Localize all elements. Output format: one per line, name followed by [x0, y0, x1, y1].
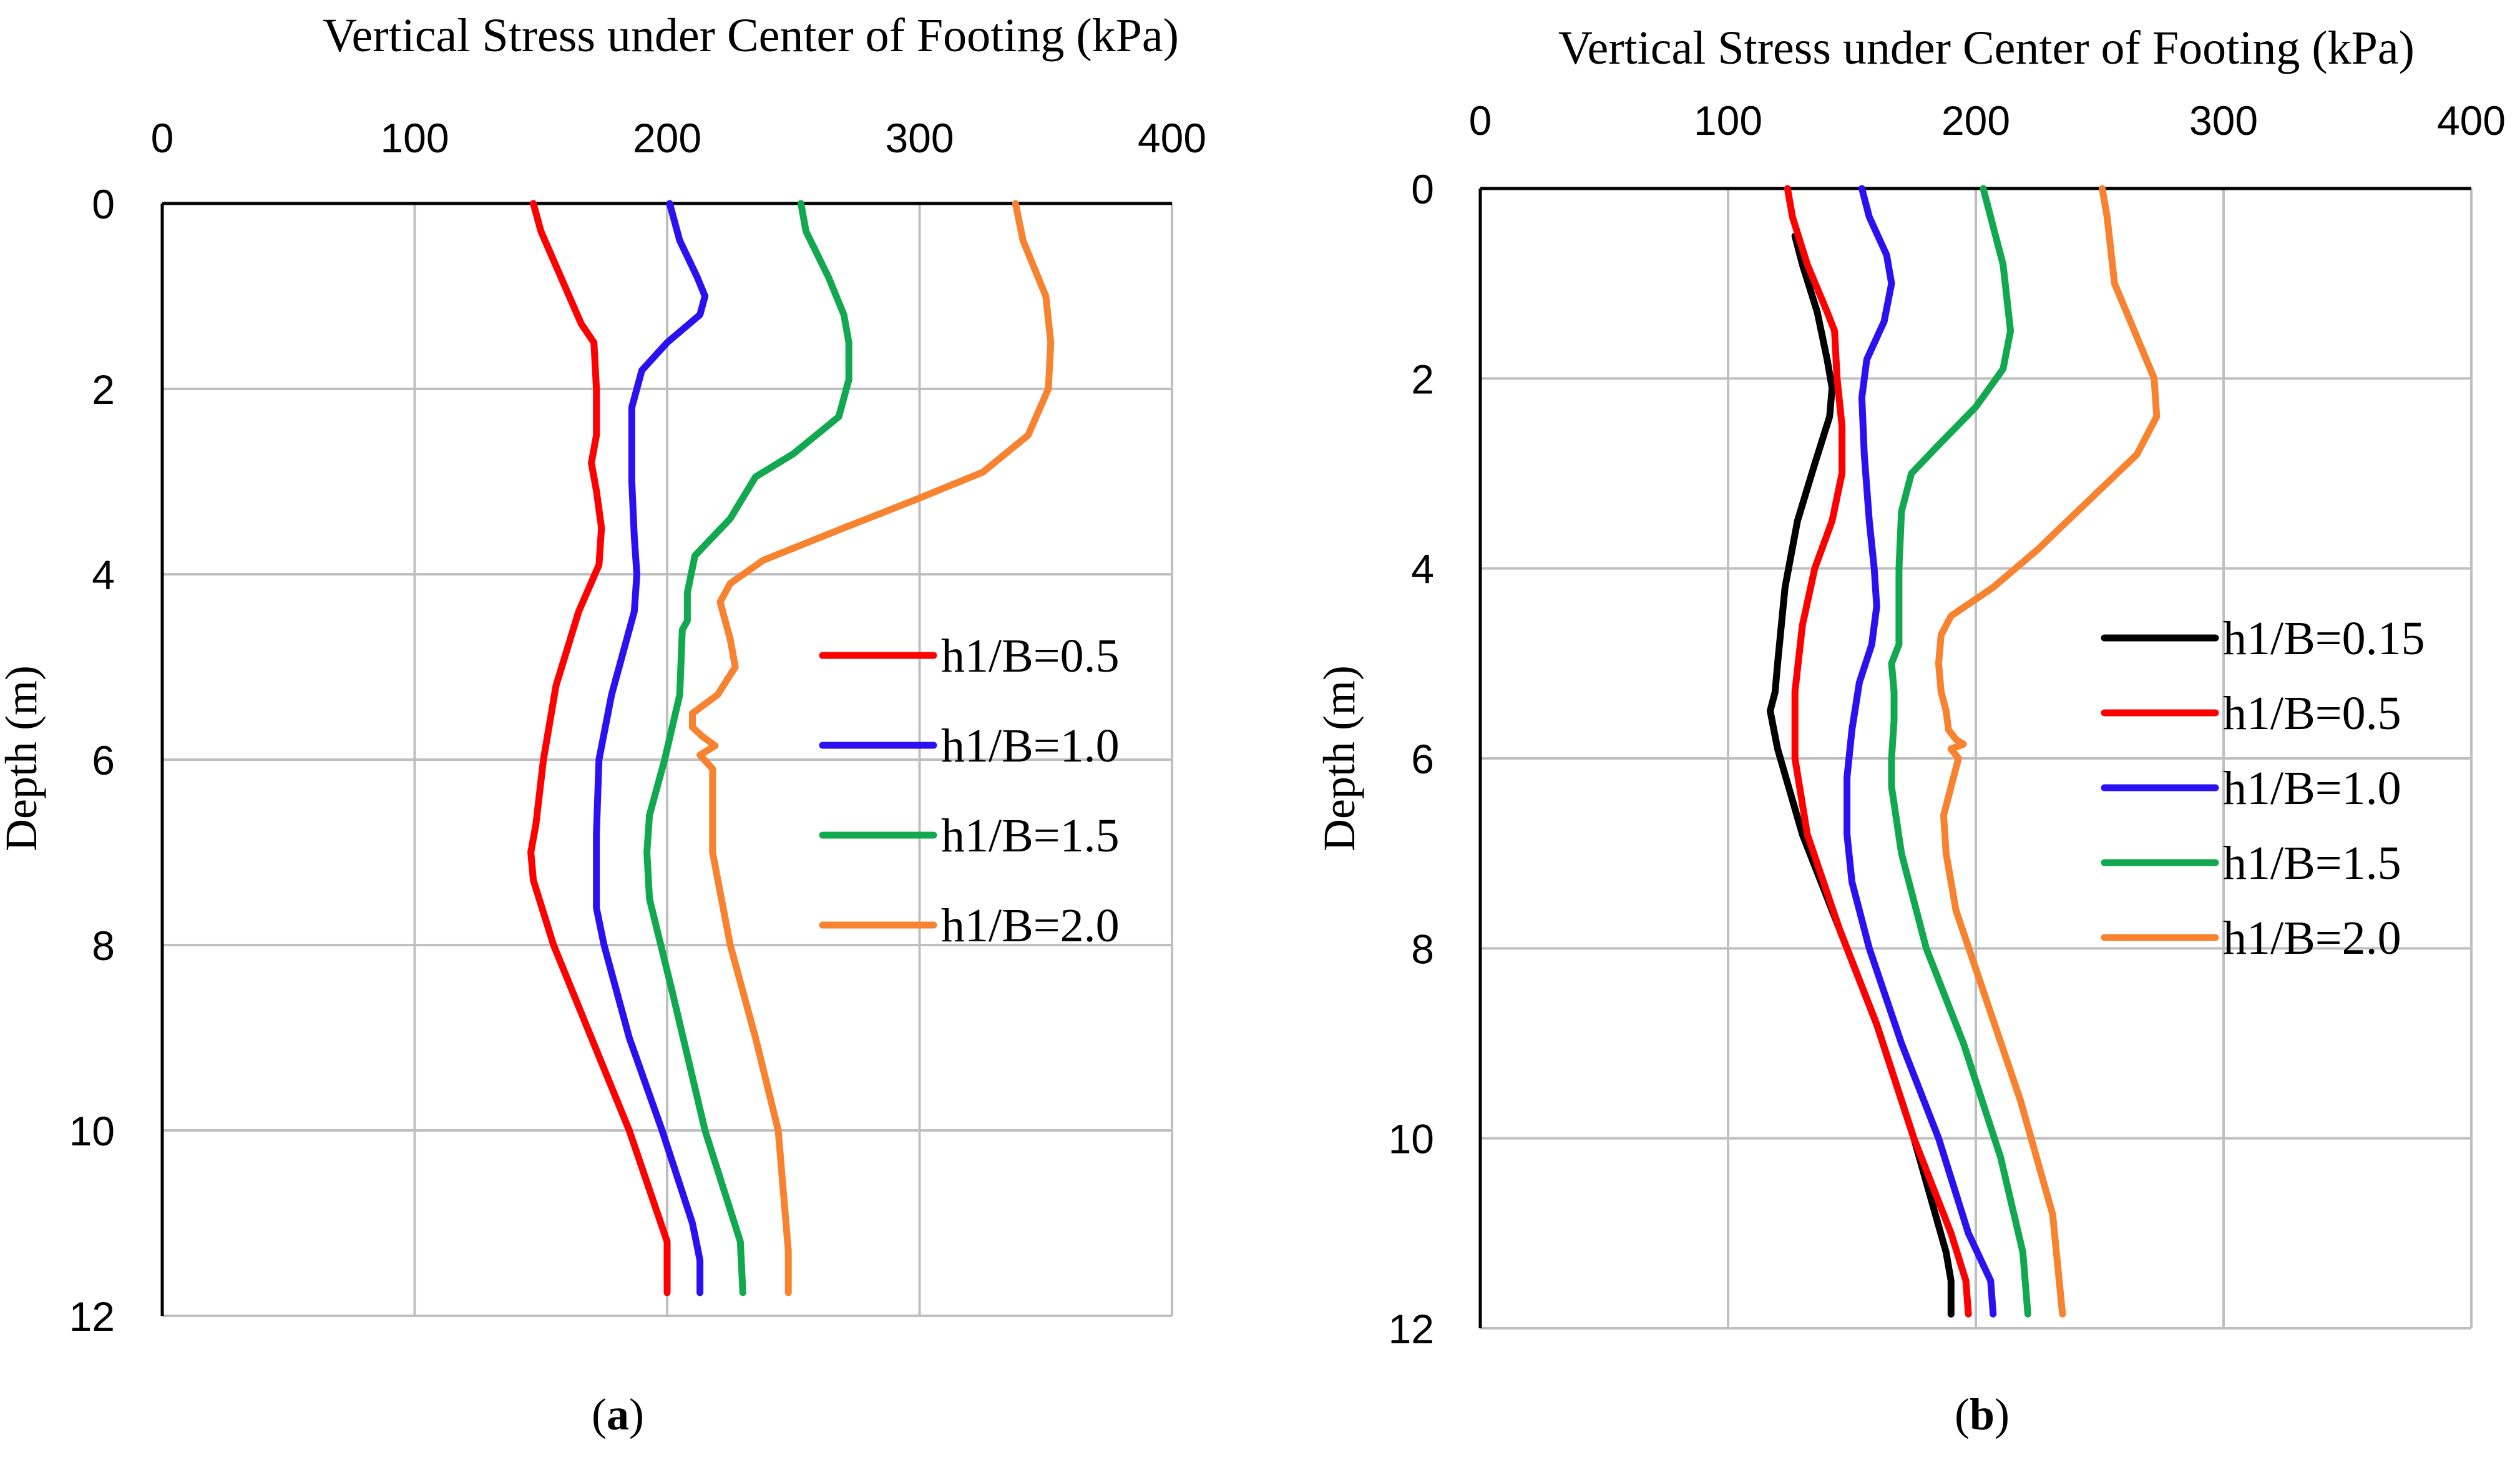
chart-panel-a: 0 100 200 300 400 0 2 4 6 8 10 12 Vertical Stress un… — [0, 9, 1206, 1439]
x-tick-label: 0 — [1469, 97, 1492, 144]
chart-title: Vertical Stress under Center of Footing … — [1558, 22, 2415, 74]
series-line-h1-b-1-0 — [593, 200, 709, 1296]
y-tick-label: 12 — [69, 1293, 115, 1340]
x-tick-label: 100 — [380, 115, 449, 161]
legend: h1/B=0.15 h1/B=0.5 h1/B=1.0 h1/B=1.5 h1/B=2.… — [2101, 612, 2425, 964]
x-tick-label: 100 — [1694, 97, 1762, 144]
series-line-h1-b-0-5 — [527, 200, 671, 1296]
chart-title: Vertical Stress under Center of Footing … — [323, 9, 1179, 62]
x-tick-label: 300 — [2189, 97, 2258, 144]
series-line-h1-b-2-0 — [1935, 185, 2161, 1318]
x-tick-label: 300 — [885, 115, 954, 161]
series-line-h1-b-1-5 — [643, 200, 852, 1296]
y-tick-label: 8 — [92, 923, 115, 969]
caption-open-paren: ( — [592, 1389, 607, 1439]
panel-caption: (b) — [1955, 1389, 2010, 1439]
series-line-h1-b-1-5 — [1888, 185, 2031, 1318]
y-tick-label: 0 — [1411, 166, 1434, 212]
panel-caption: (a) — [592, 1389, 644, 1439]
y-tick-label: 2 — [92, 366, 115, 413]
series-line-h1-b-2-0 — [689, 200, 1055, 1296]
chart-panel-b: 0 100 200 300 400 0 2 4 6 8 10 12 Vertical Stress un… — [1314, 22, 2506, 1439]
caption-open-paren: ( — [1955, 1389, 1970, 1439]
series-line-h1-b-1-0 — [1844, 185, 1997, 1318]
y-axis-label: Depth (m) — [0, 665, 46, 851]
y-axis-label: Depth (m) — [1314, 665, 1364, 851]
caption-close-paren: ) — [629, 1389, 644, 1439]
legend-label: h1/B=1.0 — [2223, 762, 2401, 815]
y-tick-label: 6 — [1411, 736, 1434, 782]
x-tick-label: 400 — [1138, 115, 1206, 161]
y-tick-label: 10 — [1389, 1116, 1434, 1162]
legend-label: h1/B=0.5 — [941, 630, 1120, 682]
y-tick-label: 2 — [1411, 356, 1434, 402]
y-tick-label: 8 — [1411, 926, 1434, 972]
x-tick-label: 200 — [633, 115, 701, 161]
legend-label: h1/B=1.0 — [941, 720, 1120, 772]
x-tick-label: 200 — [1941, 97, 2010, 144]
legend-label: h1/B=2.0 — [941, 899, 1120, 952]
y-tick-label: 4 — [92, 552, 115, 598]
y-tick-label: 6 — [92, 737, 115, 783]
legend: h1/B=0.5 h1/B=1.0 h1/B=1.5 h1/B=2.0 — [819, 630, 1120, 952]
caption-letter: a — [607, 1389, 629, 1439]
y-tick-label: 10 — [69, 1108, 115, 1154]
legend-label: h1/B=0.5 — [2223, 687, 2401, 740]
y-tick-label: 4 — [1411, 546, 1434, 592]
caption-close-paren: ) — [1995, 1389, 2010, 1439]
caption-letter: b — [1970, 1389, 1995, 1439]
y-tick-label: 12 — [1389, 1306, 1434, 1352]
series-line-h1-b-0-5 — [1784, 185, 1972, 1318]
x-tick-label: 400 — [2437, 97, 2506, 144]
legend-label: h1/B=2.0 — [2223, 912, 2401, 964]
legend-label: h1/B=1.5 — [941, 810, 1120, 862]
legend-label: h1/B=0.15 — [2223, 612, 2425, 665]
x-tick-label: 0 — [151, 115, 174, 161]
y-tick-label: 0 — [92, 181, 115, 227]
legend-label: h1/B=1.5 — [2223, 837, 2401, 889]
